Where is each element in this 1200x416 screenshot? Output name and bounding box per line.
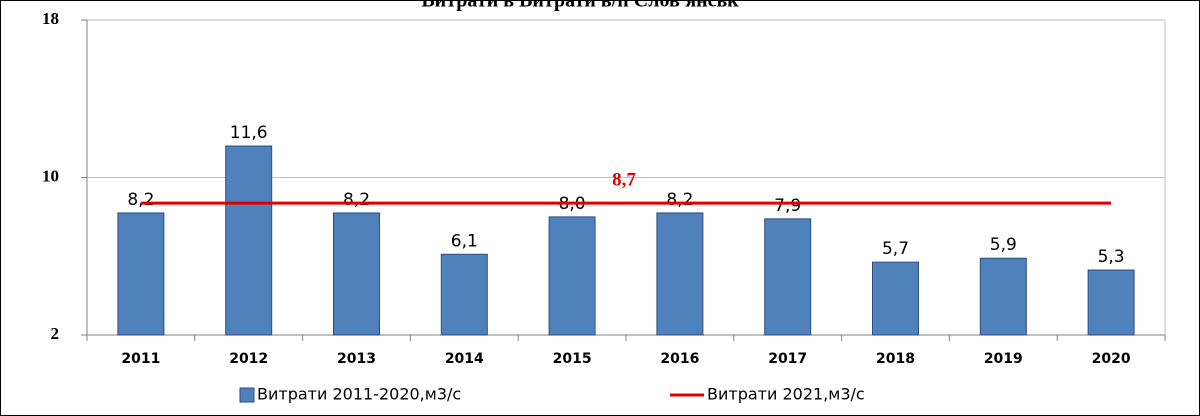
x-tick-label: 2013 [337, 351, 376, 367]
bar [1087, 269, 1135, 336]
x-tick-label: 2016 [660, 351, 699, 367]
x-tick-label: 2011 [121, 351, 160, 367]
x-tick-label: 2018 [876, 351, 915, 367]
x-tick-label: 2015 [553, 351, 592, 367]
y-tick-label: 2 [51, 324, 60, 343]
value-label: 7,9 [774, 196, 801, 216]
value-label: 5,7 [882, 239, 909, 259]
y-tick-label: 10 [42, 166, 59, 185]
bar [656, 212, 704, 336]
legend-label: Витрати 2011-2020,м3/с [257, 385, 461, 404]
value-label: 8,2 [343, 190, 370, 210]
bar [764, 218, 812, 336]
value-label: 8,2 [127, 190, 154, 210]
legend-swatch [239, 387, 255, 403]
value-label: 5,9 [990, 235, 1017, 255]
x-tick-label: 2017 [768, 351, 807, 367]
value-label: 8,2 [666, 190, 693, 210]
bar [440, 253, 488, 336]
bar [548, 216, 596, 336]
value-label: 6,1 [451, 231, 478, 251]
legend-label: Витрати 2021,м3/с [707, 385, 865, 404]
x-tick-label: 2020 [1092, 351, 1131, 367]
bar [225, 145, 273, 336]
x-tick-label: 2014 [445, 351, 484, 367]
bar [117, 212, 165, 336]
y-tick-label: 18 [42, 9, 59, 28]
value-label: 11,6 [230, 123, 268, 143]
x-tick-label: 2012 [229, 351, 268, 367]
bar [872, 261, 919, 336]
x-tick-label: 2019 [984, 351, 1023, 367]
chart-title: Витрати в Витрати в/п Слов'янськ [421, 0, 739, 12]
bar [979, 257, 1027, 336]
line-label: 8,7 [612, 169, 636, 190]
bar [333, 212, 380, 336]
value-label: 5,3 [1098, 247, 1125, 267]
